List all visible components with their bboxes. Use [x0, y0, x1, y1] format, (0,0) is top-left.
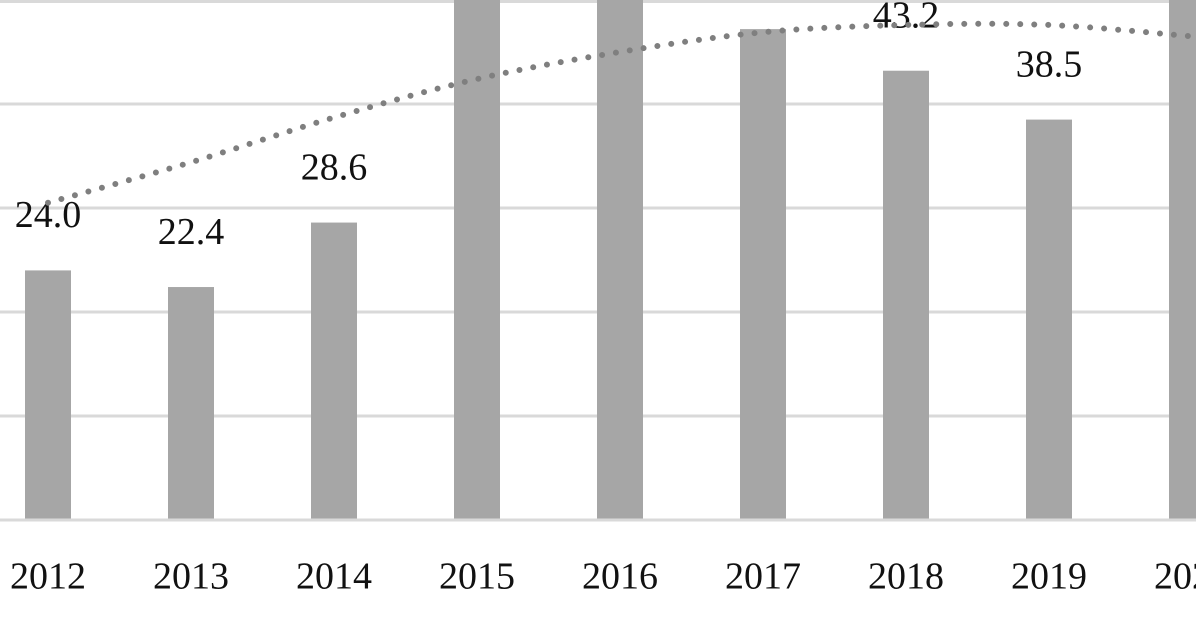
bar [454, 0, 500, 520]
bar [25, 270, 71, 520]
x-tick-label: 2019 [1011, 556, 1087, 598]
x-tick-label: 2015 [439, 556, 515, 598]
x-tick-label: 2012 [10, 556, 86, 598]
data-label: 22.4 [158, 211, 225, 253]
x-tick-label: 2013 [153, 556, 229, 598]
bar [168, 287, 214, 520]
data-label: 38.5 [1016, 43, 1083, 85]
bar [883, 70, 929, 520]
bar [311, 222, 357, 520]
x-tick-label: 2014 [296, 556, 372, 598]
bar [597, 0, 643, 521]
data-label: 43.2 [873, 0, 940, 36]
x-tick-label: 2020 [1154, 556, 1196, 598]
bar [1169, 0, 1196, 521]
trend-line [45, 20, 1195, 206]
x-tick-label: 2018 [868, 556, 944, 598]
data-label: 28.6 [301, 146, 368, 188]
x-tick-label: 2017 [725, 556, 801, 598]
bar [1026, 119, 1072, 520]
x-tick-label: 2016 [582, 556, 658, 598]
bar [740, 29, 786, 521]
